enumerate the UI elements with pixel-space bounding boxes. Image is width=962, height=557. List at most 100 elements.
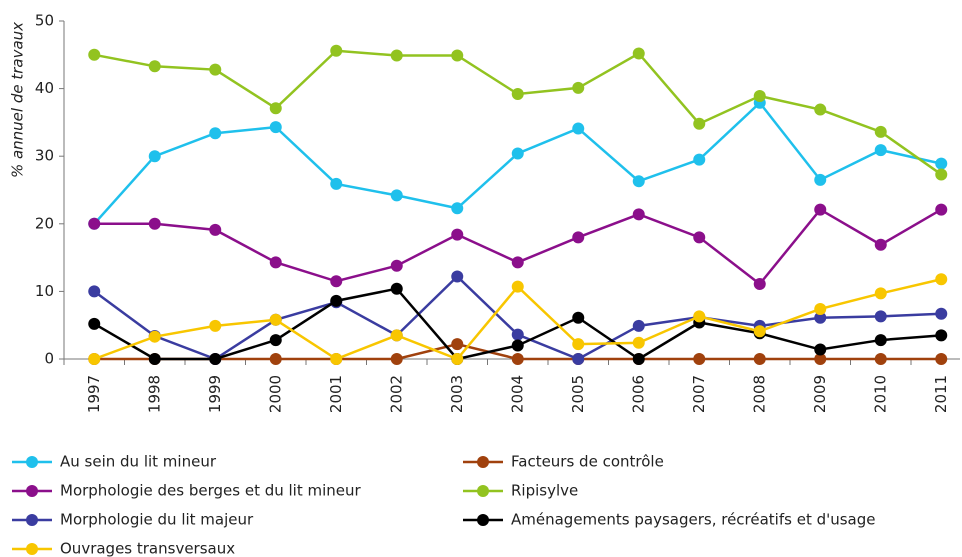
data-point — [511, 256, 524, 269]
data-point — [451, 270, 464, 283]
data-point — [451, 228, 464, 241]
data-point — [632, 208, 645, 221]
data-point — [511, 339, 524, 352]
legend-label: Aménagements paysagers, récréatifs et d'… — [511, 511, 876, 529]
data-point — [572, 311, 585, 324]
data-point — [390, 189, 403, 202]
data-point — [390, 259, 403, 272]
y-tick-label: 10 — [35, 282, 54, 300]
data-point — [148, 217, 161, 230]
data-point — [330, 294, 343, 307]
data-point — [88, 317, 101, 330]
data-point — [572, 353, 585, 365]
x-tick-label: 2011 — [932, 375, 950, 413]
data-point — [209, 127, 222, 140]
data-point — [874, 334, 887, 347]
data-point — [511, 280, 524, 293]
data-point — [269, 313, 282, 326]
x-tick-label: 2006 — [629, 375, 647, 413]
legend-label: Facteurs de contrôle — [511, 453, 664, 471]
data-point — [814, 343, 827, 356]
data-point — [148, 330, 161, 343]
data-point — [814, 103, 827, 116]
data-point — [390, 49, 403, 62]
x-tick-label: 2007 — [690, 375, 708, 413]
data-point — [632, 47, 645, 60]
data-point — [451, 202, 464, 215]
data-point — [814, 302, 827, 315]
legend-label: Au sein du lit mineur — [60, 453, 217, 471]
data-point — [572, 338, 585, 351]
data-point — [874, 310, 887, 323]
legend-label: Morphologie des berges et du lit mineur — [60, 482, 362, 500]
y-tick-label: 0 — [44, 350, 54, 368]
data-point — [874, 238, 887, 251]
y-tick-label: 50 — [35, 12, 54, 30]
x-tick-label: 1999 — [206, 375, 224, 413]
y-tick-label: 30 — [35, 147, 54, 165]
series-line — [93, 100, 942, 225]
data-point — [693, 153, 706, 166]
data-point — [209, 223, 222, 236]
data-point — [693, 117, 706, 130]
x-tick-label: 1997 — [85, 375, 103, 413]
data-point — [814, 353, 827, 365]
data-point — [148, 353, 161, 365]
legend-marker — [26, 514, 38, 526]
data-point — [935, 203, 948, 216]
data-point — [632, 319, 645, 332]
legend-label: Ripisylve — [511, 482, 578, 500]
y-tick-label: 20 — [35, 214, 54, 232]
x-tick-label: 2000 — [266, 375, 284, 413]
data-point — [511, 147, 524, 160]
data-point — [269, 121, 282, 134]
data-point — [632, 336, 645, 349]
y-axis-label: % annuel de travaux — [9, 22, 27, 178]
data-point — [330, 275, 343, 288]
data-point — [209, 63, 222, 76]
data-point — [693, 353, 706, 365]
series-line — [94, 207, 942, 286]
x-tick-label: 2008 — [750, 375, 768, 413]
data-point — [693, 310, 706, 323]
legend-marker — [26, 543, 38, 555]
data-point — [511, 353, 524, 365]
data-point — [269, 353, 282, 365]
data-point — [269, 334, 282, 347]
data-point — [935, 353, 948, 365]
data-point — [511, 88, 524, 101]
data-point — [88, 353, 101, 365]
data-point — [693, 231, 706, 244]
x-tick-label: 2002 — [387, 375, 405, 413]
data-point — [814, 173, 827, 186]
data-point — [330, 353, 343, 365]
data-point — [330, 177, 343, 190]
x-tick-label: 2003 — [448, 375, 466, 413]
data-point — [572, 122, 585, 135]
data-point — [88, 217, 101, 230]
x-tick-label: 2009 — [811, 375, 829, 413]
data-point — [390, 353, 403, 365]
data-point — [572, 231, 585, 244]
data-point — [209, 319, 222, 332]
data-point — [935, 157, 948, 170]
data-point — [753, 90, 766, 103]
data-point — [935, 329, 948, 342]
data-point — [935, 168, 948, 181]
legend-marker — [26, 456, 38, 468]
data-point — [874, 144, 887, 157]
x-tick-label: 2010 — [871, 375, 889, 413]
legend-label: Morphologie du lit majeur — [60, 511, 254, 529]
data-point — [451, 338, 464, 351]
legend-marker — [477, 456, 489, 468]
data-point — [269, 256, 282, 269]
x-tick-label: 2004 — [508, 375, 526, 413]
legend-marker — [477, 514, 489, 526]
data-point — [209, 353, 222, 365]
data-point — [511, 328, 524, 341]
y-tick-label: 40 — [35, 79, 54, 97]
data-point — [390, 282, 403, 295]
data-point — [814, 311, 827, 324]
legend-marker — [477, 485, 489, 497]
